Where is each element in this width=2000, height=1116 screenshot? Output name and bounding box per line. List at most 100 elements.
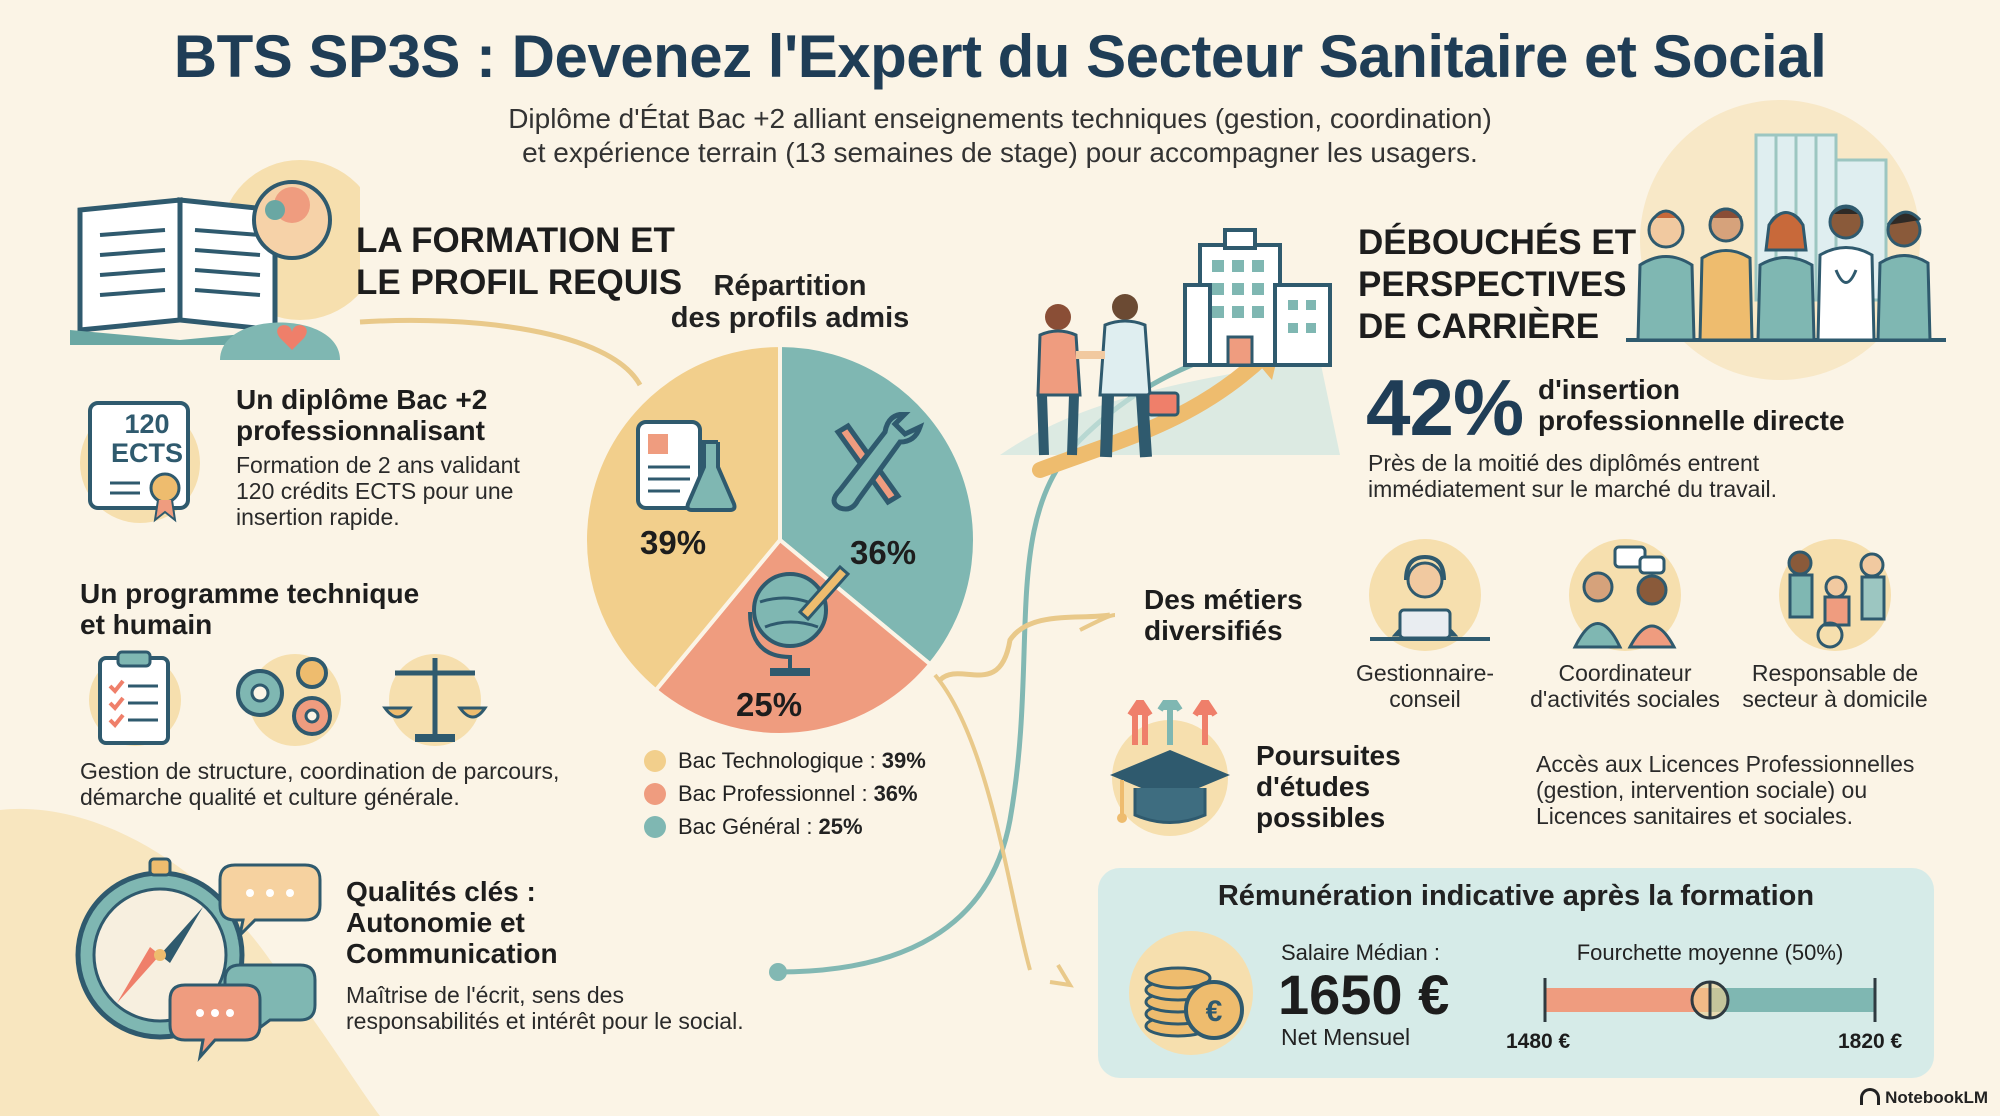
metier-label-line: Coordinateur (1558, 660, 1692, 686)
subtitle-line: Diplôme d'État Bac +2 alliant enseigneme… (508, 103, 1492, 134)
legend-label: Bac Professionnel (678, 780, 856, 806)
salary-range-bar (1543, 978, 1877, 1022)
connector-curve (1079, 613, 1116, 632)
ects-badge-line: ECTS (110, 438, 183, 468)
formation-title-line: LE PROFIL REQUIS (356, 263, 683, 302)
healthcare-team-illustration (1626, 133, 1946, 342)
legend-item: Bac Général : 25% (644, 810, 926, 843)
pie-label-bac-general: 25% (736, 686, 803, 723)
legend-value: 36% (873, 780, 918, 806)
pie-icons (636, 412, 925, 676)
pie-slice-bac-techno (583, 342, 782, 694)
metiers-title-line: Des métiers (1144, 584, 1303, 615)
range-low-segment (1545, 988, 1710, 1012)
svg-text:€: € (1206, 995, 1223, 1028)
qualites-title: Qualités clés : Autonomie et Communicati… (346, 876, 558, 969)
legend-item: Bac Professionnel : 36% (644, 777, 926, 810)
debouches-title-line: PERSPECTIVES (1358, 265, 1627, 304)
poursuites-title-line: d'études (1256, 771, 1371, 802)
metiers-title: Des métiers diversifiés (1144, 584, 1303, 646)
insertion-label: d'insertion professionnelle directe (1538, 374, 1845, 436)
qualites-text-line: responsabilités et intérêt pour le socia… (346, 1008, 744, 1034)
diplome-text: Formation de 2 ans validant 120 crédits … (236, 452, 520, 530)
legend-swatch (644, 815, 666, 838)
metier-item: Coordinateur d'activités sociales (1515, 660, 1735, 712)
ects-badge: 120 ECTS (92, 410, 202, 468)
legend-label: Bac Technologique (678, 747, 864, 773)
range-high-segment (1710, 988, 1875, 1012)
poursuites-text-line: Licences sanitaires et sociales. (1536, 803, 1854, 829)
legend-swatch (644, 749, 666, 772)
chart-title: Répartition des profils admis (640, 270, 940, 334)
programme-title-line: Un programme technique (80, 578, 420, 609)
programme-text-line: Gestion de structure, coordination de pa… (80, 758, 560, 784)
programme-title: Un programme technique et humain (80, 578, 419, 640)
page-title: BTS SP3S : Devenez l'Expert du Secteur S… (173, 23, 1827, 90)
median-unit: Net Mensuel (1281, 1024, 1411, 1050)
chart-title-line: des profils admis (670, 302, 910, 334)
page-subtitle: Diplôme d'État Bac +2 alliant enseigneme… (400, 102, 1600, 170)
connector-line (359, 317, 643, 387)
gears-icon (236, 654, 341, 746)
formation-title-line: LA FORMATION ET (356, 221, 675, 260)
legend-value: 25% (818, 813, 863, 839)
home-care-icon (1779, 539, 1891, 651)
poursuites-text: Accès aux Licences Professionnelles (ges… (1536, 751, 1914, 829)
range-min: 1480 € (1506, 1030, 1571, 1053)
globe-pencil-icon (748, 564, 851, 676)
debouches-title: DÉBOUCHÉS ET PERSPECTIVES DE CARRIÈRE (1358, 222, 1636, 348)
clipboard-checklist-icon (89, 650, 181, 746)
range-label: Fourchette moyenne (50%) (1576, 940, 1844, 965)
arrow-head (1049, 963, 1074, 988)
poursuites-title-line: possibles (1256, 802, 1386, 833)
insertion-text: Près de la moitié des diplômés entrent i… (1368, 450, 1777, 502)
handshake-city-illustration (1036, 228, 1332, 458)
buildings-icon (1183, 228, 1332, 367)
diplome-text-line: insertion rapide. (236, 504, 400, 530)
programme-title-line: et humain (80, 609, 213, 640)
formation-title: LA FORMATION ET LE PROFIL REQUIS (356, 220, 682, 304)
diplome-title-line: professionnalisant (236, 415, 485, 446)
insertion-text-line: immédiatement sur le marché du travail. (1368, 476, 1778, 502)
qualites-title-line: Qualités clés : (346, 876, 536, 907)
insertion-label-line: professionnelle directe (1538, 405, 1845, 436)
programme-text-line: démarche qualité et culture générale. (80, 784, 460, 810)
poursuites-text-line: (gestion, intervention sociale) ou (1536, 777, 1868, 803)
book-head-illustration (70, 160, 360, 360)
qualites-text-line: Maîtrise de l'écrit, sens des (346, 982, 624, 1008)
programme-icons (89, 650, 488, 746)
insertion-percent: 42% (1366, 363, 1524, 452)
growth-arrow (1032, 342, 1278, 478)
metier-label-line: Gestionnaire- (1355, 660, 1495, 686)
poursuites-title-line: Poursuites (1256, 740, 1401, 771)
brand-logo-icon (1860, 1088, 1881, 1105)
compass-illustration (75, 857, 322, 1062)
poursuites-title: Poursuites d'études possibles (1256, 740, 1401, 833)
compass-icon (75, 857, 245, 1040)
metiers-icons (1369, 539, 1891, 651)
qualites-title-line: Autonomie et (346, 907, 525, 938)
programme-text: Gestion de structure, coordination de pa… (80, 758, 559, 810)
chart-legend: Bac Technologique : 39% Bac Professionne… (644, 744, 926, 843)
connector-curve (933, 673, 1032, 971)
diplome-title-line: Un diplôme Bac +2 (236, 384, 488, 415)
debouches-title-line: DE CARRIÈRE (1358, 307, 1600, 346)
connector-dot (769, 963, 787, 981)
connector-curve (938, 612, 1111, 682)
qualites-text: Maîtrise de l'écrit, sens des responsabi… (346, 982, 744, 1034)
legend-item: Bac Technologique : 39% (644, 744, 926, 777)
poursuites-text-line: Accès aux Licences Professionnelles (1536, 751, 1915, 777)
brand-text: NotebookLM (1885, 1088, 1988, 1107)
subtitle-line: et expérience terrain (13 semaines de st… (522, 137, 1478, 168)
median-label: Salaire Médian : (1281, 940, 1440, 965)
diplome-title: Un diplôme Bac +2 professionnalisant (236, 384, 487, 446)
metier-label-line: conseil (1389, 686, 1461, 712)
tablet-flask-icon (636, 420, 737, 512)
speech-bubble-icon (218, 863, 322, 940)
ects-certificate-icon (80, 401, 200, 523)
diplome-text-line: Formation de 2 ans validant (236, 452, 520, 478)
metier-item: Responsable de secteur à domicile (1735, 660, 1935, 712)
chart-title-line: Répartition (713, 270, 867, 302)
scales-icon (382, 654, 488, 746)
legend-label: Bac Général (678, 813, 801, 839)
